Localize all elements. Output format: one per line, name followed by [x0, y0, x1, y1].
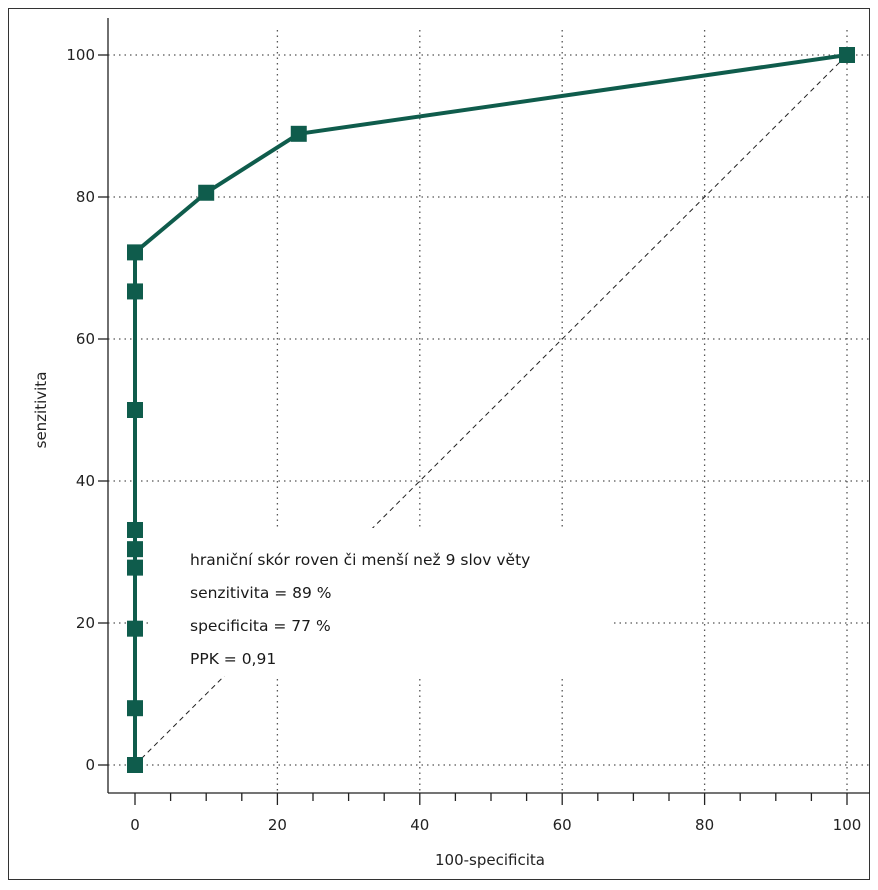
annotation-block: hraniční skór roven či menší než 9 slov … — [190, 551, 530, 668]
roc-point-3 — [127, 559, 143, 576]
annotation-background — [150, 528, 610, 676]
y-tick-label-60: 60 — [76, 330, 95, 348]
x-tick-label-20: 20 — [268, 816, 287, 834]
axis-ticks — [98, 54, 848, 805]
reference-diagonal — [134, 54, 848, 766]
roc-point-0 — [127, 757, 143, 773]
y-tick-label-100: 100 — [66, 46, 95, 64]
roc-point-7 — [127, 283, 143, 300]
annotation-cutoff: hraniční skór roven či menší než 9 slov … — [190, 551, 530, 569]
tick-labels: 0 20 40 60 80 100 0 20 40 60 80 100 — [66, 46, 861, 834]
roc-curve-line — [133, 53, 848, 765]
chart-frame — [8, 8, 870, 880]
roc-point-10 — [290, 125, 307, 142]
annotation-sensitivity: senzitivita = 89 % — [190, 584, 332, 602]
roc-point-6 — [127, 402, 143, 418]
x-tick-label-60: 60 — [553, 816, 572, 834]
y-tick-label-80: 80 — [76, 188, 95, 206]
y-tick-label-0: 0 — [85, 756, 95, 774]
annotation-specificity: specificita = 77 % — [190, 617, 331, 635]
roc-point-2 — [127, 620, 143, 637]
roc-markers — [127, 47, 855, 773]
x-tick-label-80: 80 — [695, 816, 714, 834]
annotation-auc: PPK = 0,91 — [190, 650, 276, 668]
roc-point-9 — [198, 184, 215, 201]
roc-point-8 — [127, 244, 143, 261]
roc-point-1 — [127, 700, 143, 717]
x-tick-label-40: 40 — [410, 816, 429, 834]
grid — [108, 30, 870, 793]
roc-point-4 — [127, 541, 143, 558]
roc-point-11 — [839, 47, 855, 63]
x-tick-label-100: 100 — [833, 816, 862, 834]
x-tick-label-0: 0 — [130, 816, 140, 834]
y-tick-label-40: 40 — [76, 472, 95, 490]
y-tick-label-20: 20 — [76, 614, 95, 632]
x-axis-title: 100-specificita — [435, 851, 545, 869]
roc-point-5 — [127, 521, 143, 538]
y-axis-title: senzitivita — [32, 372, 50, 449]
